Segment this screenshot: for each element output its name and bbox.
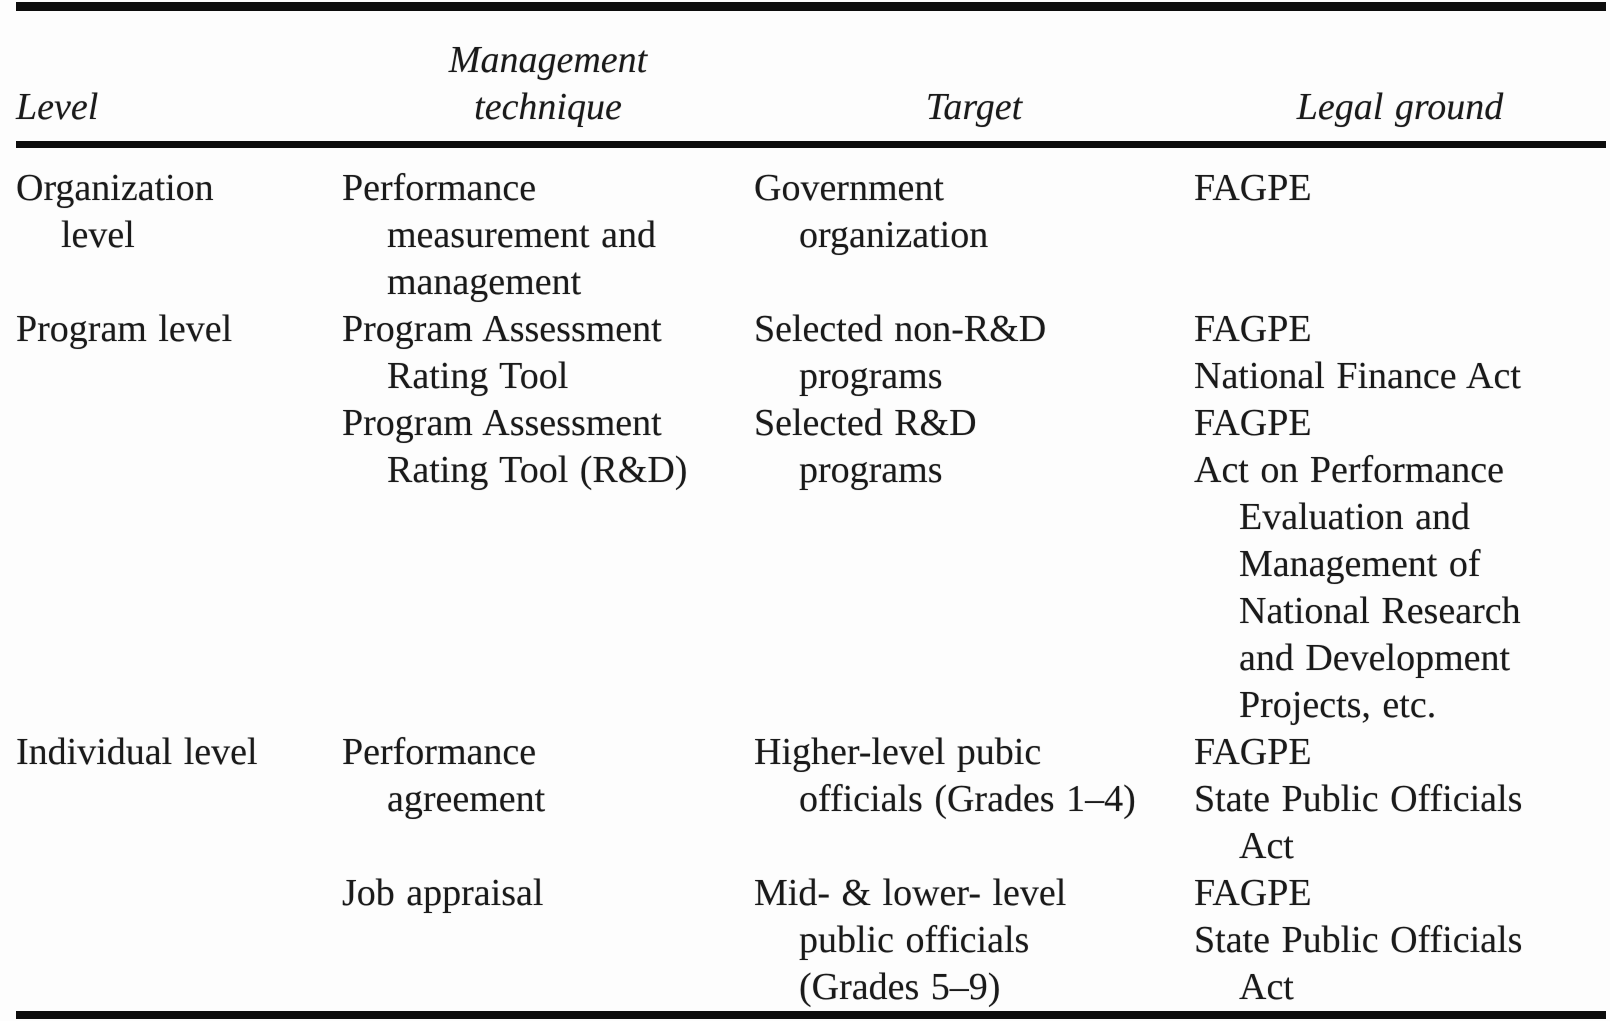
column-header-level: Level — [16, 84, 342, 131]
column-header-management-technique: Management technique — [342, 37, 754, 131]
text-line: Projects, etc. — [1239, 684, 1437, 726]
text-line: organization — [799, 214, 989, 256]
table-row: Organization level Performance measureme… — [16, 165, 1606, 306]
cell-level — [16, 400, 342, 729]
table-row: Job appraisal Mid- & lower- level public… — [16, 870, 1606, 1011]
text-line: officials (Grades 1–4) — [799, 778, 1136, 820]
header-line: Legal ground — [1296, 86, 1504, 128]
cell-level — [16, 870, 342, 1011]
cell-legal-ground: FAGPE National Finance Act — [1194, 306, 1606, 400]
text-line: Selected R&D — [754, 402, 977, 444]
text-line: State Public Officials — [1194, 919, 1523, 961]
text-line: Rating Tool — [387, 355, 569, 397]
text-line: FAGPE — [1194, 731, 1312, 773]
text-line: Act — [1239, 825, 1294, 867]
text-line: public officials — [799, 919, 1030, 961]
text-line: Program level — [16, 308, 233, 350]
text-line: Act on Performance — [1194, 449, 1504, 491]
cell-legal-ground: FAGPE State Public Officials Act — [1194, 870, 1606, 1011]
text-line: Performance — [342, 167, 537, 209]
text-line: FAGPE — [1194, 308, 1312, 350]
table-top-rule — [16, 2, 1606, 11]
header-line: Level — [16, 86, 99, 128]
cell-legal-ground: FAGPE Act on Performance Evaluation and … — [1194, 400, 1606, 729]
cell-level: Program level — [16, 306, 342, 400]
text-line: Higher-level pubic — [754, 731, 1042, 773]
text-line: level — [61, 214, 135, 256]
table-header-row: Level Management technique Target Legal … — [16, 11, 1606, 141]
header-line: Management — [448, 39, 648, 81]
text-line: measurement and — [387, 214, 656, 256]
text-line: Management of — [1239, 543, 1481, 585]
text-line: (Grades 5–9) — [799, 966, 1001, 1008]
cell-legal-ground: FAGPE — [1194, 165, 1606, 306]
column-header-target: Target — [754, 84, 1194, 131]
text-line: FAGPE — [1194, 402, 1312, 444]
text-line: Organization — [16, 167, 214, 209]
text-line: FAGPE — [1194, 872, 1312, 914]
column-header-legal-ground: Legal ground — [1194, 84, 1606, 131]
text-line: management — [387, 261, 582, 303]
cell-target: Selected R&D programs — [754, 400, 1194, 729]
text-line: National Finance Act — [1194, 355, 1521, 397]
cell-target: Government organization — [754, 165, 1194, 306]
table-row: Program Assessment Rating Tool (R&D) Sel… — [16, 400, 1606, 729]
text-line: programs — [799, 355, 943, 397]
cell-technique: Program Assessment Rating Tool (R&D) — [342, 400, 754, 729]
text-line: Performance — [342, 731, 537, 773]
text-line: Program Assessment — [342, 402, 662, 444]
text-line: Mid- & lower- level — [754, 872, 1067, 914]
text-line: Evaluation and — [1239, 496, 1470, 538]
table-body: Organization level Performance measureme… — [16, 148, 1606, 1011]
cell-target: Mid- & lower- level public officials (Gr… — [754, 870, 1194, 1011]
table-row: Individual level Performance agreement H… — [16, 729, 1606, 870]
text-line: agreement — [387, 778, 546, 820]
text-line: and Development — [1239, 637, 1511, 679]
cell-technique: Performance agreement — [342, 729, 754, 870]
cell-target: Higher-level pubic officials (Grades 1–4… — [754, 729, 1194, 870]
text-line: Program Assessment — [342, 308, 662, 350]
cell-technique: Program Assessment Rating Tool — [342, 306, 754, 400]
cell-level: Individual level — [16, 729, 342, 870]
text-line: Job appraisal — [342, 872, 544, 914]
cell-target: Selected non-R&D programs — [754, 306, 1194, 400]
cell-technique: Job appraisal — [342, 870, 754, 1011]
table-bottom-rule — [16, 1011, 1606, 1019]
cell-level: Organization level — [16, 165, 342, 306]
header-line: technique — [474, 86, 622, 128]
text-line: Government — [754, 167, 944, 209]
cell-technique: Performance measurement and management — [342, 165, 754, 306]
text-line: programs — [799, 449, 943, 491]
table-header-rule — [16, 141, 1606, 148]
table-row: Program level Program Assessment Rating … — [16, 306, 1606, 400]
text-line: Act — [1239, 966, 1294, 1008]
text-line: State Public Officials — [1194, 778, 1523, 820]
text-line: Rating Tool (R&D) — [387, 449, 688, 491]
header-line: Target — [925, 86, 1023, 128]
text-line: Selected non-R&D — [754, 308, 1047, 350]
text-line: Individual level — [16, 731, 258, 773]
text-line: National Research — [1239, 590, 1521, 632]
text-line: FAGPE — [1194, 167, 1312, 209]
cell-legal-ground: FAGPE State Public Officials Act — [1194, 729, 1606, 870]
